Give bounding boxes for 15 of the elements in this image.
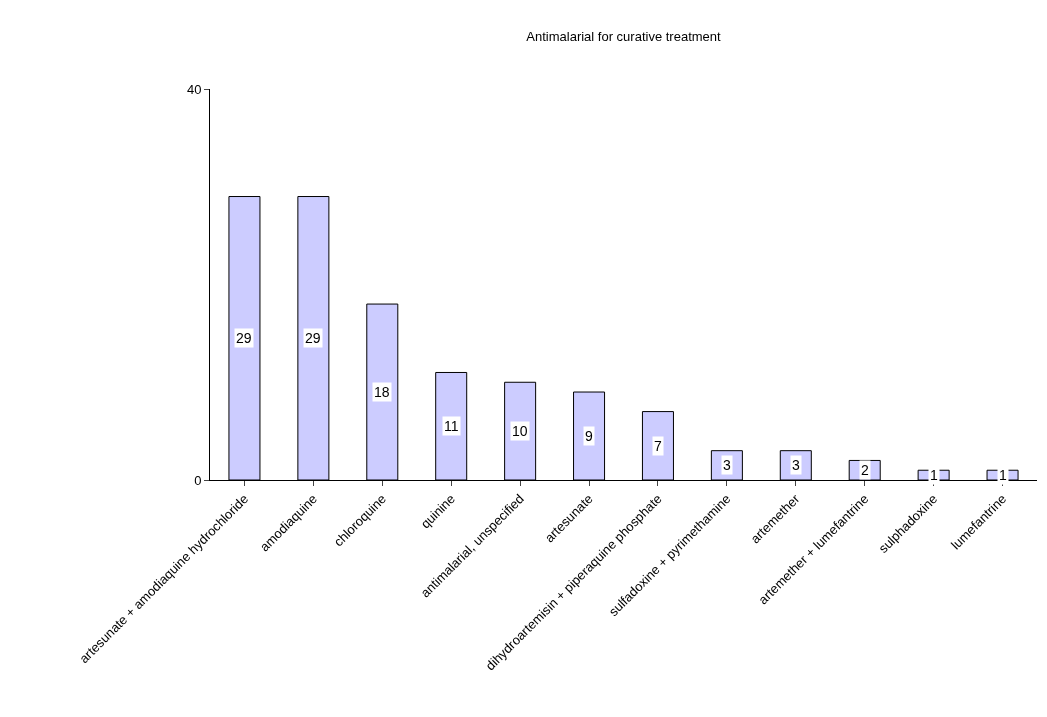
data-label: 29	[236, 330, 252, 346]
data-label: 10	[512, 423, 528, 439]
y-tick-label: 40	[186, 81, 202, 97]
data-label: 1	[930, 467, 938, 483]
data-label: 29	[305, 330, 321, 346]
data-label: 3	[792, 457, 800, 473]
data-label: 7	[654, 438, 662, 454]
data-label: 1	[999, 467, 1007, 483]
data-label: 18	[374, 384, 390, 400]
data-label: 11	[444, 418, 459, 434]
data-label: 9	[585, 428, 593, 444]
data-label: 2	[861, 462, 869, 478]
y-tick-label: 0	[194, 472, 202, 488]
data-label: 3	[723, 457, 731, 473]
chart-title: Antimalarial for curative treatment	[526, 29, 722, 45]
